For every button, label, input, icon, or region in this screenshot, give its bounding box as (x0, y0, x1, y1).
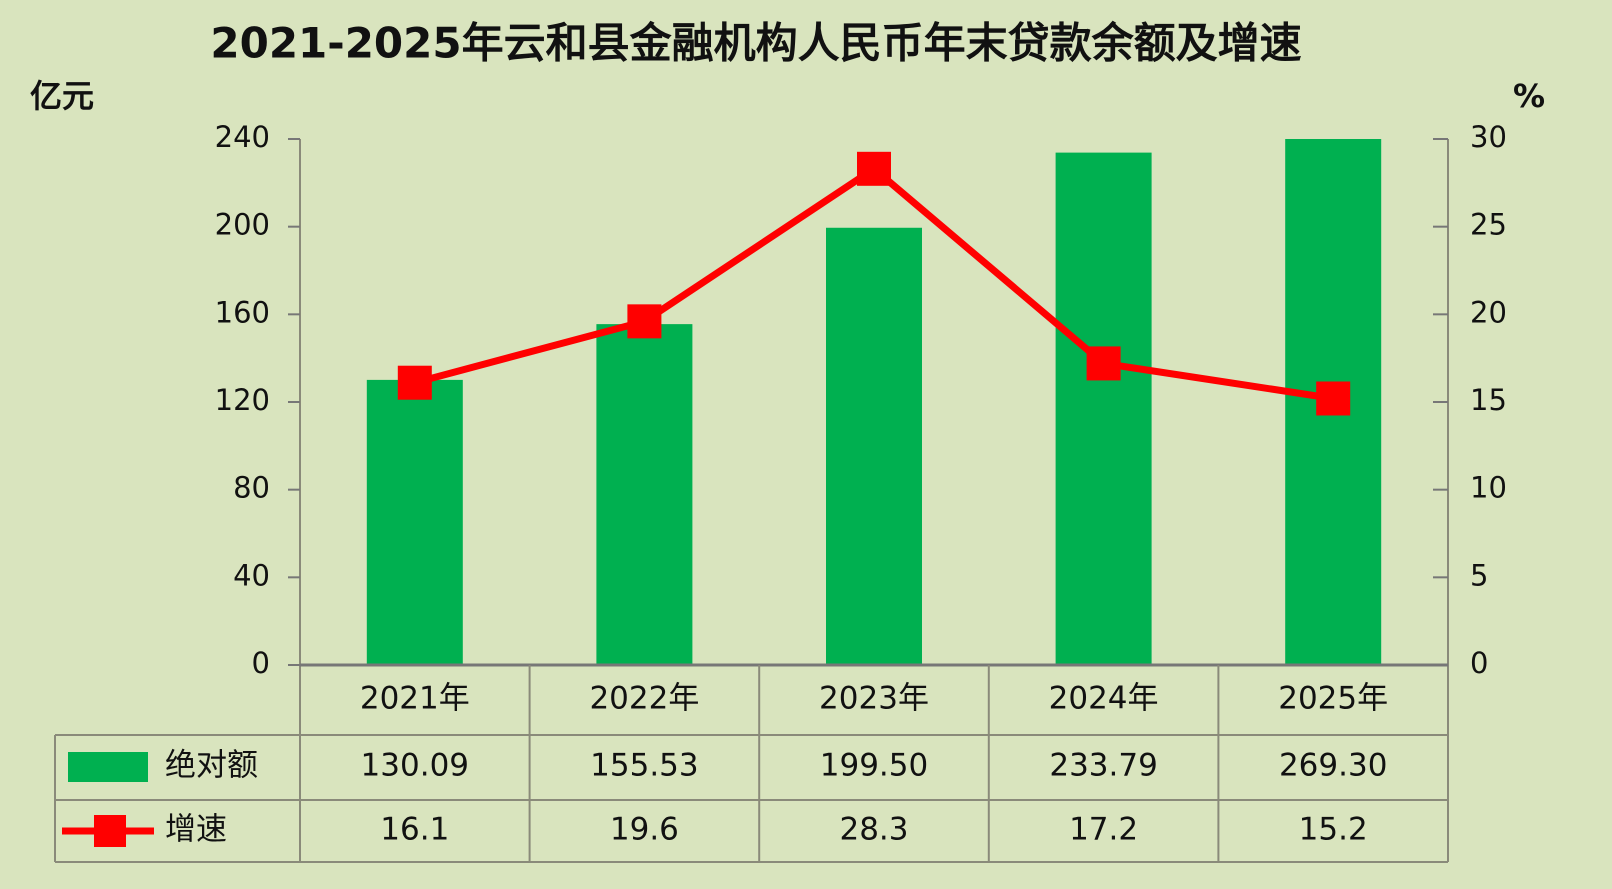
bar (1055, 152, 1152, 665)
plot-area (366, 139, 1382, 665)
legend-swatch (68, 752, 148, 782)
marker (397, 365, 432, 400)
bar (1285, 139, 1382, 665)
table-value: 233.79 (1049, 748, 1157, 784)
y2-axis-label: % (1513, 77, 1545, 115)
x-tick-label: 2021年 (360, 681, 470, 717)
marker (627, 304, 662, 339)
x-tick-label: 2022年 (589, 681, 699, 717)
legend-label: 增速 (165, 812, 227, 848)
bar (826, 227, 922, 665)
table-value: 15.2 (1299, 812, 1368, 848)
x-tick-label: 2023年 (819, 681, 929, 717)
y-tick-label: 80 (233, 471, 270, 505)
table-value: 17.2 (1069, 812, 1138, 848)
y2-tick-label: 20 (1470, 295, 1507, 329)
y-tick-label: 0 (252, 646, 270, 680)
table-value: 16.1 (380, 812, 449, 848)
y-tick-label: 120 (215, 383, 270, 417)
table-value: 155.53 (590, 748, 698, 784)
x-tick-label: 2024年 (1049, 681, 1159, 717)
table-value: 199.50 (820, 748, 928, 784)
table-value: 28.3 (839, 812, 908, 848)
table-value: 19.6 (610, 812, 679, 848)
table-value: 130.09 (361, 748, 469, 784)
chart-title: 2021-2025年云和县金融机构人民币年末贷款余额及增速 (210, 19, 1301, 68)
table-value: 269.30 (1279, 748, 1387, 784)
y2-tick-label: 5 (1470, 558, 1488, 592)
legend-swatch (94, 815, 126, 847)
y-tick-label: 160 (215, 295, 270, 329)
table-grid (54, 139, 1449, 863)
y-tick-label: 240 (215, 120, 270, 154)
y2-tick-label: 30 (1470, 120, 1507, 154)
y2-tick-label: 25 (1470, 208, 1507, 242)
y2-tick-label: 15 (1470, 383, 1507, 417)
legend-label: 绝对额 (165, 748, 258, 784)
marker (1086, 346, 1121, 381)
x-tick-label: 2025年 (1278, 681, 1388, 717)
bar (366, 379, 463, 665)
y2-tick-label: 0 (1470, 646, 1488, 680)
marker (857, 151, 891, 186)
y-axis-label: 亿元 (30, 77, 94, 115)
marker (1316, 381, 1351, 416)
y2-tick-label: 10 (1470, 471, 1507, 505)
y-tick-label: 40 (233, 558, 270, 592)
bar (596, 324, 693, 665)
y-tick-label: 200 (215, 208, 270, 242)
